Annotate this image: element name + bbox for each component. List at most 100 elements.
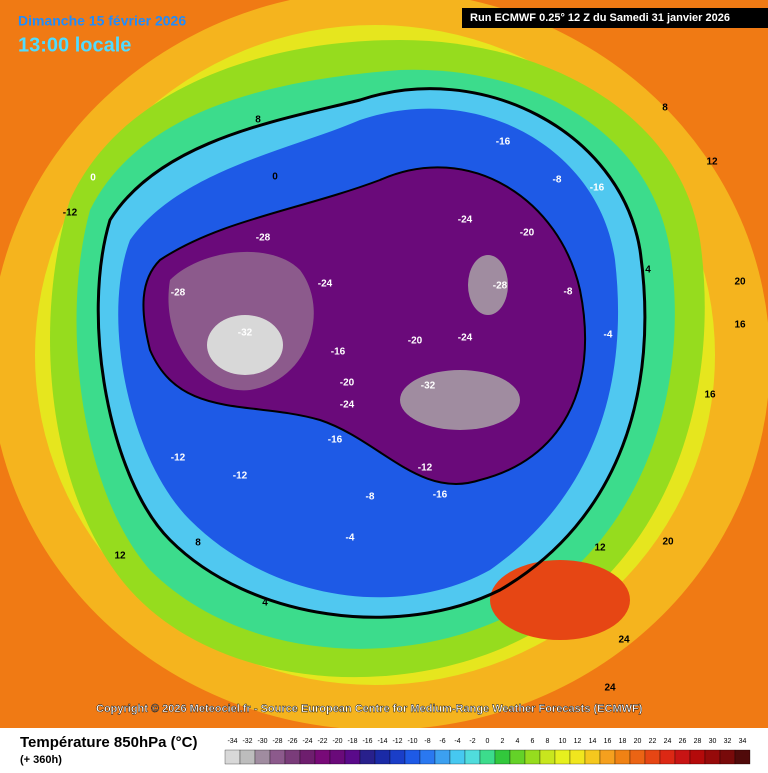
contour-label: -8: [564, 287, 573, 298]
legend-swatch: [404, 749, 421, 765]
legend-swatch: [344, 749, 361, 765]
temp-band: [207, 315, 283, 375]
contour-label: 12: [114, 551, 126, 562]
legend-swatch: [494, 749, 511, 765]
contour-label: -32: [238, 328, 253, 339]
contour-label: -16: [496, 137, 511, 148]
contour-label: -16: [328, 435, 343, 446]
legend-tick-label: 22: [649, 738, 657, 745]
legend-tick-label: 24: [664, 738, 672, 745]
legend-tick-label: -28: [272, 738, 282, 745]
legend-tick-label: -20: [332, 738, 342, 745]
contour-labels: -16 -24 -20 -28 -24 -28 -32 -24 -16 -20 -24 -28 -20 -…: [63, 103, 746, 694]
legend-bar: -34 -32 -30 -28 -26 -24 -22 -20 -18 -16 -14 -12 -10-…: [224, 738, 751, 765]
legend-swatch: [509, 749, 526, 765]
legend-swatch: [569, 749, 586, 765]
legend-swatch: [539, 749, 556, 765]
legend-swatch: [479, 749, 496, 765]
legend-swatch: [584, 749, 601, 765]
legend-swatch: [734, 749, 751, 765]
contour-label: 12: [706, 157, 718, 168]
legend-tick-label: 10: [559, 738, 567, 745]
legend-swatch: [329, 749, 346, 765]
legend-swatch: [689, 749, 706, 765]
contour-label: 20: [734, 277, 746, 288]
contour-label: 8: [255, 115, 261, 126]
contour-label: -24: [458, 333, 473, 344]
legend-tick-label: -18: [347, 738, 357, 745]
legend-tick-label: 8: [546, 738, 550, 745]
contour-label: -28: [171, 288, 186, 299]
legend-tick-label: -34: [227, 738, 237, 745]
legend-swatch: [374, 749, 391, 765]
contour-label: -20: [340, 378, 355, 389]
legend-tick-label: -30: [257, 738, 267, 745]
legend-title: Température 850hPa (°C): [20, 734, 197, 751]
contour-label: 12: [594, 543, 606, 554]
contour-label: -28: [256, 233, 271, 244]
legend-swatch: [419, 749, 436, 765]
temp-band: [400, 370, 520, 430]
legend-tick-label: -12: [392, 738, 402, 745]
legend-swatch: [224, 749, 241, 765]
legend-swatch: [299, 749, 316, 765]
contour-label: -8: [366, 492, 375, 503]
legend-tick-label: 4: [516, 738, 520, 745]
legend-tick-label: 32: [724, 738, 732, 745]
contour-label: -20: [520, 228, 535, 239]
contour-label: -12: [63, 208, 78, 219]
contour-label: -12: [233, 471, 248, 482]
legend-subtitle: (+ 360h): [20, 754, 62, 766]
legend-swatch: [359, 749, 376, 765]
contour-label: 24: [604, 683, 616, 694]
legend-swatch: [389, 749, 406, 765]
legend-swatch: [719, 749, 736, 765]
contour-label: 16: [734, 320, 746, 331]
legend-tick-label: -16: [362, 738, 372, 745]
legend-swatch: [629, 749, 646, 765]
legend-swatch: [614, 749, 631, 765]
legend-tick-label: -2: [469, 738, 475, 745]
contour-label: -24: [318, 279, 333, 290]
contour: [142, 166, 587, 486]
temp-band: [490, 560, 630, 640]
contour-label: -20: [408, 336, 423, 347]
contour-label: -4: [346, 533, 355, 544]
legend-swatch: [284, 749, 301, 765]
contour-label: -8: [553, 175, 562, 186]
legend-swatch: [269, 749, 286, 765]
legend-swatch: [704, 749, 721, 765]
contour-label: -4: [604, 330, 613, 341]
legend-tick-label: 34: [739, 738, 747, 745]
contour-label: -24: [458, 215, 473, 226]
contour-label: 8: [195, 538, 201, 549]
contour-label: -12: [171, 453, 186, 464]
legend-swatch: [254, 749, 271, 765]
contour-label: 8: [662, 103, 668, 114]
legend-swatch: [599, 749, 616, 765]
legend-swatch: [449, 749, 466, 765]
legend-tick-label: 18: [619, 738, 627, 745]
contour-label: -24: [340, 400, 355, 411]
legend-swatch: [434, 749, 451, 765]
run-info: Run ECMWF 0.25° 12 Z du Samedi 31 janvie…: [470, 12, 730, 24]
contour-label: 0: [90, 173, 96, 184]
contour-label: -28: [493, 281, 508, 292]
legend-tick-label: 26: [679, 738, 687, 745]
contour-label: -12: [418, 463, 433, 474]
legend-tick-label: -32: [242, 738, 252, 745]
legend-tick-label: -10: [407, 738, 417, 745]
legend-tick-label: -22: [317, 738, 327, 745]
contour-label: 0: [272, 172, 278, 183]
run-box: [462, 8, 768, 28]
legend-tick-label: -8: [424, 738, 430, 745]
legend-tick-label: -24: [302, 738, 312, 745]
legend-swatch: [659, 749, 676, 765]
legend-swatch: [644, 749, 661, 765]
contour-label: -16: [590, 183, 605, 194]
legend-tick-label: 30: [709, 738, 717, 745]
legend-tick-label: 20: [634, 738, 642, 745]
contour-label: 4: [645, 265, 651, 276]
legend-tick-label: 6: [531, 738, 535, 745]
